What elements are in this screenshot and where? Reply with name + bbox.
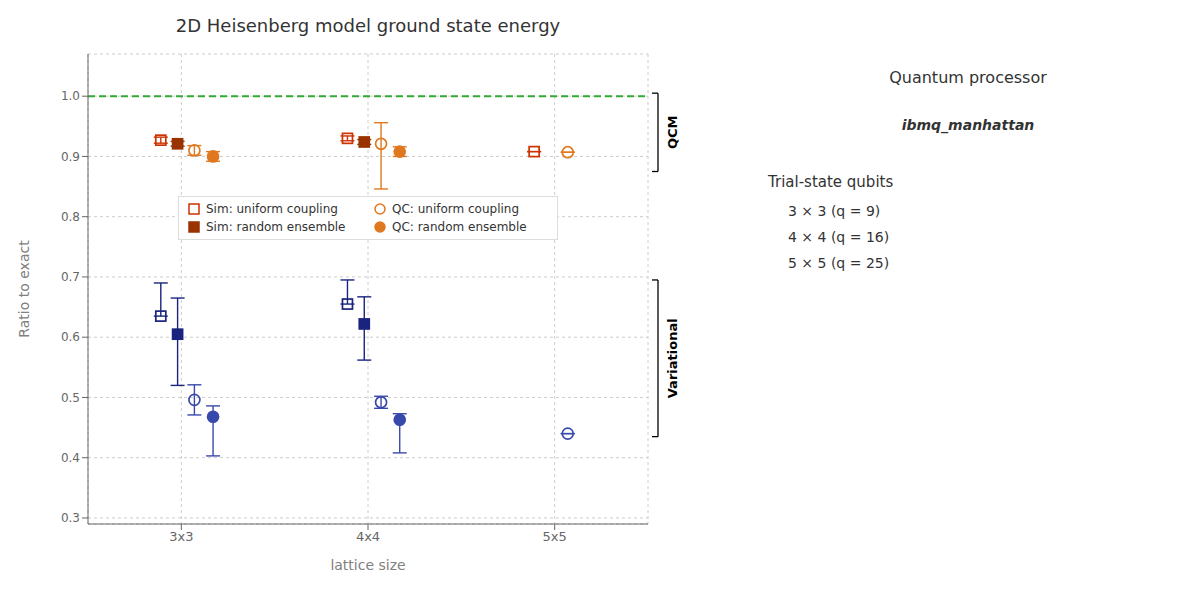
svg-text:4x4: 4x4	[356, 529, 380, 544]
svg-text:0.7: 0.7	[61, 270, 80, 284]
html-text:3 × 3 (q = 9): 3 × 3 (q = 9)	[788, 203, 881, 219]
html-text:4 × 4 (q = 16): 4 × 4 (q = 16)	[788, 229, 890, 245]
svg-text:1.0: 1.0	[61, 89, 80, 103]
svg-text:0.6: 0.6	[61, 330, 80, 344]
html-text:Sim: uniform coupling: Sim: uniform coupling	[206, 201, 338, 216]
html-text:Quantum processor: Quantum processor	[889, 68, 1047, 87]
svg-text:0.8: 0.8	[61, 210, 80, 224]
svg-text:lattice size: lattice size	[330, 557, 405, 573]
html-text:Trial-state qubits: Trial-state qubits	[768, 173, 894, 191]
html-text:2D Heisenberg model ground sta: 2D Heisenberg model ground state energy	[175, 15, 561, 36]
svg-text:0.9: 0.9	[61, 150, 80, 164]
html-text:5 × 5 (q = 25): 5 × 5 (q = 25)	[788, 255, 890, 271]
svg-text:3x3: 3x3	[169, 529, 193, 544]
html-text:ibmq_manhattan: ibmq_manhattan	[901, 117, 1035, 133]
html-text:QC: uniform coupling: QC: uniform coupling	[392, 201, 520, 216]
svg-text:Ratio to exact: Ratio to exact	[16, 240, 32, 338]
html-text:Sim: random ensemble: Sim: random ensemble	[206, 219, 346, 234]
svg-text:0.4: 0.4	[61, 451, 80, 465]
svg-text:0.5: 0.5	[61, 391, 80, 405]
svg-text:QCM: QCM	[666, 116, 681, 150]
svg-text:5x5: 5x5	[543, 529, 567, 544]
html-text:QC: random ensemble: QC: random ensemble	[392, 219, 527, 234]
svg-text:Variational: Variational	[666, 318, 681, 398]
svg-text:0.3: 0.3	[61, 511, 80, 525]
